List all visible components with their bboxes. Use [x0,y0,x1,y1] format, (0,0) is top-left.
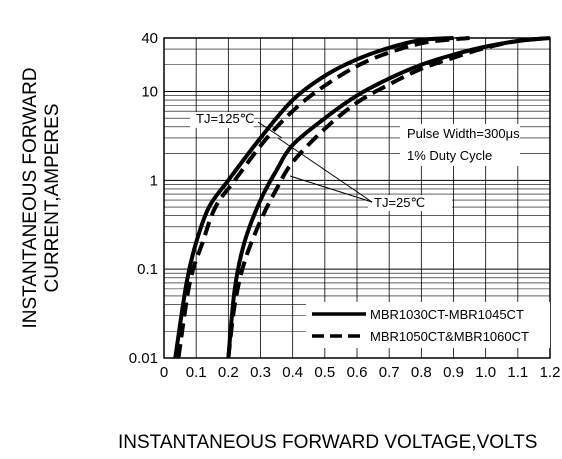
x-axis-title: INSTANTANEOUS FORWARD VOLTAGE,VOLTS [118,432,537,453]
series-line-3 [226,36,551,359]
legend-label-solid: MBR1030CT-MBR1045CT [370,307,524,322]
annotation-background-2 [368,195,452,211]
plot-frame [163,37,551,359]
legend-label-dashed: MBR1050CT&MBR1060CT [370,329,529,344]
y-axis-title-line-1: INSTANTANEOUS FORWARD [20,67,41,328]
duty-cycle-label: 1% Duty Cycle [407,148,492,163]
y-tick-label-2: 1 [150,172,158,189]
x-tick-label-6: 0.6 [347,364,368,381]
x-tick-label-8: 0.8 [411,364,432,381]
annotation-background-1 [400,124,520,166]
x-tick-label-9: 0.9 [443,364,464,381]
x-tick-label-10: 1.0 [475,364,496,381]
legend-background [306,302,550,348]
x-tick-label-5: 0.5 [314,364,335,381]
y-tick-label-4: 40 [141,30,158,47]
tick-labels: 0 0.1 0.2 0.3 0.4 0.5 0.6 0.7 0.8 0.9 1.0 1.1 1.2 0.0… [129,30,561,381]
x-tick-label-12: 1.2 [540,364,561,381]
y-tick-label-0: 0.01 [129,350,158,367]
tj-125-leader [257,121,283,139]
x-tick-label-0: 0 [160,364,168,381]
tj-25-leader-1 [277,137,373,203]
annotation-background-0 [190,112,254,128]
series-layer [173,36,551,359]
x-tick-label-2: 0.2 [218,364,239,381]
series-line-0 [173,36,454,359]
y-tick-label-3: 10 [141,83,158,100]
x-tick-label-3: 0.3 [250,364,271,381]
x-tick-label-11: 1.1 [507,364,528,381]
y-axis-title: INSTANTANEOUS FORWARD CURRENT,AMPERES [20,67,63,328]
series-line-1 [176,36,470,359]
x-tick-label-4: 0.4 [282,364,303,381]
legend: MBR1030CT-MBR1045CT MBR1050CT&MBR1060CT [306,302,550,348]
annotations: TJ=125℃ Pulse Width=300μs 1% Duty Cycle … [190,111,520,211]
pulse-width-label: Pulse Width=300μs [407,126,520,141]
x-tick-label-7: 0.7 [379,364,400,381]
y-tick-label-1: 0.1 [137,261,158,278]
x-tick-label-1: 0.1 [186,364,207,381]
tj-25-label: TJ=25℃ [374,195,425,210]
tj-25-leader-2 [289,175,373,203]
y-axis-title-line-2: CURRENT,AMPERES [42,104,63,293]
tj-125-label: TJ=125℃ [196,111,254,126]
